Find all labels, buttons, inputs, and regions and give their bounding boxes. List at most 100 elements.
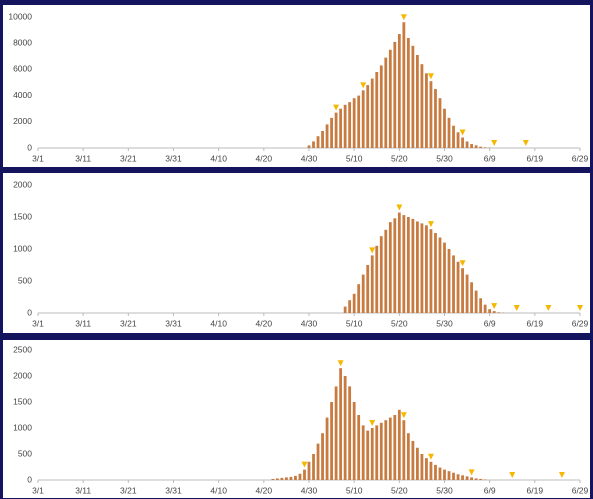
bar xyxy=(452,125,455,148)
bar xyxy=(357,95,361,148)
x-tick-label: 4/30 xyxy=(301,485,318,495)
y-tick-label: 1000 xyxy=(13,243,32,253)
x-tick-label: 3/31 xyxy=(165,485,182,495)
x-tick-label: 6/19 xyxy=(527,485,544,495)
y-tick-label: 10000 xyxy=(8,11,32,21)
bar xyxy=(411,441,415,480)
x-tick-label: 4/30 xyxy=(301,153,318,163)
bar xyxy=(348,300,352,313)
marker xyxy=(301,461,308,468)
bar xyxy=(334,112,338,148)
bar xyxy=(470,477,474,480)
bar xyxy=(425,73,428,148)
y-tick-label: 2500 xyxy=(13,344,32,354)
bar xyxy=(443,242,446,313)
bar xyxy=(420,64,424,148)
bar xyxy=(352,402,356,480)
y-tick-label: 0 xyxy=(27,142,32,152)
bar xyxy=(415,54,419,148)
bar xyxy=(343,376,347,480)
bar xyxy=(348,102,352,148)
bar xyxy=(483,147,487,148)
bar xyxy=(461,475,464,480)
x-tick-label: 6/29 xyxy=(572,318,589,328)
bar xyxy=(452,255,455,313)
bar xyxy=(280,477,284,480)
bar xyxy=(303,469,306,480)
x-tick-label: 5/20 xyxy=(391,153,408,163)
marker xyxy=(577,305,583,311)
marker xyxy=(427,73,434,80)
marker xyxy=(522,140,529,146)
bar xyxy=(289,476,293,480)
x-tick-label: 5/30 xyxy=(436,153,453,163)
x-tick-label: 3/11 xyxy=(75,485,91,495)
bar xyxy=(479,478,483,480)
bar xyxy=(479,298,483,313)
bar xyxy=(361,274,365,313)
x-tick-label: 5/30 xyxy=(436,318,453,328)
marker xyxy=(459,129,466,136)
bar xyxy=(370,78,374,148)
marker xyxy=(513,305,520,311)
bar xyxy=(434,89,437,148)
bar xyxy=(474,290,478,313)
bar xyxy=(402,22,406,149)
y-tick-label: 0 xyxy=(27,474,32,484)
bar xyxy=(307,145,311,148)
x-tick-label: 4/20 xyxy=(256,318,273,328)
bar xyxy=(497,312,501,313)
x-tick-label: 5/10 xyxy=(346,318,363,328)
bar xyxy=(312,141,315,148)
marker xyxy=(509,472,516,478)
bar xyxy=(366,265,370,313)
bar xyxy=(447,117,451,148)
bar xyxy=(388,49,392,148)
bar xyxy=(461,137,464,148)
bar xyxy=(316,136,320,148)
marker xyxy=(491,140,498,146)
bar xyxy=(375,425,379,480)
bar xyxy=(379,236,383,313)
bar xyxy=(447,249,451,313)
bar xyxy=(370,255,374,313)
x-tick-label: 5/30 xyxy=(436,485,453,495)
x-tick-label: 3/1 xyxy=(32,153,44,163)
x-tick-label: 5/10 xyxy=(346,153,363,163)
bar xyxy=(402,420,406,480)
x-tick-label: 4/10 xyxy=(210,153,227,163)
bar xyxy=(420,223,424,313)
x-tick-label: 6/19 xyxy=(527,318,544,328)
bar xyxy=(461,268,464,313)
bar xyxy=(443,469,446,480)
bar xyxy=(452,472,455,480)
x-tick-label: 6/29 xyxy=(572,485,589,495)
bar xyxy=(352,98,356,148)
y-tick-label: 8000 xyxy=(13,37,32,47)
x-tick-label: 5/20 xyxy=(391,485,408,495)
x-tick-label: 3/11 xyxy=(75,153,91,163)
bar xyxy=(343,104,347,148)
bar xyxy=(456,261,460,313)
bar xyxy=(434,233,437,313)
bar xyxy=(406,433,410,480)
marker xyxy=(427,221,434,228)
bar xyxy=(397,34,401,148)
bar xyxy=(366,430,370,480)
x-tick-label: 3/11 xyxy=(75,318,91,328)
bar xyxy=(393,41,397,148)
bar xyxy=(438,98,442,148)
bar xyxy=(474,145,478,148)
bar xyxy=(325,417,329,480)
x-tick-label: 3/1 xyxy=(32,485,44,495)
y-tick-label: 1000 xyxy=(13,422,32,432)
marker xyxy=(459,260,466,267)
panel xyxy=(3,5,590,167)
bar xyxy=(397,409,401,480)
bar xyxy=(339,368,343,480)
x-tick-label: 3/31 xyxy=(165,153,182,163)
bar xyxy=(321,433,324,480)
marker xyxy=(427,453,434,460)
bar xyxy=(447,471,451,480)
x-tick-label: 3/21 xyxy=(120,318,137,328)
